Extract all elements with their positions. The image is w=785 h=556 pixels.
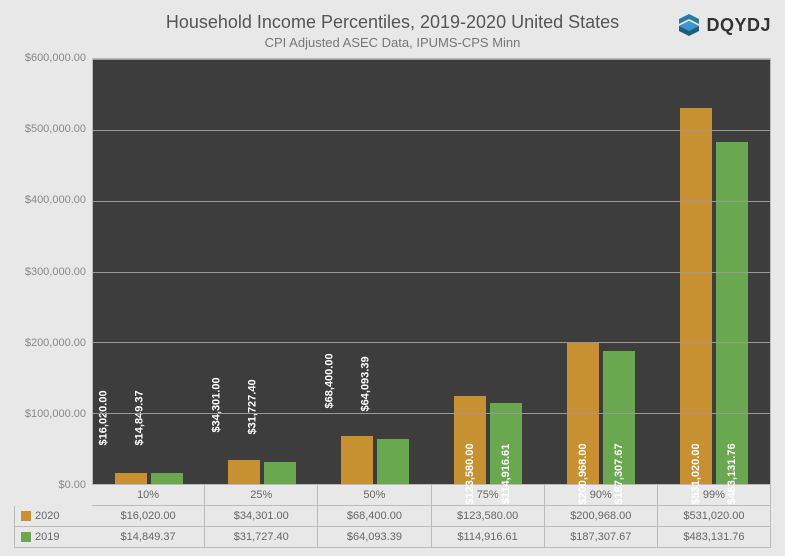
chart-header: Household Income Percentiles, 2019-2020 … <box>14 12 771 50</box>
legend-head: 2019 <box>14 527 92 548</box>
legend-value-cell: $14,849.37 <box>92 527 205 548</box>
bar: $531,020.00 <box>680 108 712 484</box>
y-tick-label: $300,000.00 <box>25 266 86 278</box>
legend-value-cell: $68,400.00 <box>318 506 431 527</box>
bar: $16,020.00 <box>115 473 147 484</box>
legend-value-cell: $187,307.67 <box>545 527 658 548</box>
legend-value-cell: $34,301.00 <box>205 506 318 527</box>
legend-swatch <box>21 532 31 542</box>
legend-value-cell: $531,020.00 <box>658 506 771 527</box>
chart-container: Household Income Percentiles, 2019-2020 … <box>0 0 785 556</box>
legend-swatch <box>21 511 31 521</box>
legend-row-2019: 2019 $14,849.37$31,727.40$64,093.39$114,9… <box>14 527 771 548</box>
bar: $68,400.00 <box>341 436 373 484</box>
legend-value-cell: $64,093.39 <box>318 527 431 548</box>
x-category-label: 10% <box>92 485 205 506</box>
y-tick-label: $200,000.00 <box>25 337 86 349</box>
legend-series-name: 2019 <box>35 531 59 543</box>
bar-value-label: $531,020.00 <box>690 443 702 504</box>
legend-head: 2020 <box>14 506 92 527</box>
bar-value-label: $31,727.40 <box>247 379 259 434</box>
y-tick-label: $0.00 <box>58 479 86 491</box>
x-category-label: 75% <box>432 485 545 506</box>
bar-value-label: $123,580.00 <box>464 443 476 504</box>
bar: $34,301.00 <box>228 460 260 484</box>
chart-title: Household Income Percentiles, 2019-2020 … <box>14 12 771 33</box>
gridline <box>93 413 770 414</box>
x-category-label: 50% <box>318 485 431 506</box>
bar: $483,131.76 <box>716 142 748 484</box>
chart-subtitle: CPI Adjusted ASEC Data, IPUMS-CPS Minn <box>14 35 771 50</box>
bar-value-label: $483,131.76 <box>726 443 738 504</box>
plot-area: $16,020.00$14,849.37$34,301.00$31,727.40… <box>92 58 771 485</box>
bar-value-label: $64,093.39 <box>360 356 372 411</box>
bar-value-label: $16,020.00 <box>98 390 110 445</box>
legend-value-cell: $483,131.76 <box>658 527 771 548</box>
legend-value-cell: $114,916.61 <box>432 527 545 548</box>
legend-row-2020: 2020 $16,020.00$34,301.00$68,400.00$123,5… <box>14 506 771 527</box>
y-tick-label: $500,000.00 <box>25 123 86 135</box>
legend-value-cell: $123,580.00 <box>432 506 545 527</box>
bar-value-label: $68,400.00 <box>324 353 336 408</box>
legend-series-name: 2020 <box>35 510 59 522</box>
bar: $14,849.37 <box>151 473 183 484</box>
y-tick-label: $600,000.00 <box>25 52 86 64</box>
gridline <box>93 201 770 202</box>
bar: $64,093.39 <box>377 439 409 484</box>
bar: $187,307.67 <box>603 351 635 484</box>
x-category-label: 25% <box>205 485 318 506</box>
gridline <box>93 342 770 343</box>
bar-value-label: $200,968.00 <box>577 443 589 504</box>
gridline <box>93 59 770 60</box>
x-axis-categories: 10%25%50%75%90%99% <box>92 485 771 506</box>
gridline <box>93 272 770 273</box>
bar-value-label: $114,916.61 <box>500 444 512 505</box>
y-axis: $0.00$100,000.00$200,000.00$300,000.00$4… <box>14 58 92 485</box>
bar: $31,727.40 <box>264 462 296 484</box>
bar: $123,580.00 <box>454 396 486 484</box>
logo-icon <box>676 12 702 38</box>
brand-logo: DQYDJ <box>676 12 771 38</box>
legend-value-cell: $200,968.00 <box>545 506 658 527</box>
bar-value-label: $187,307.67 <box>613 443 625 504</box>
plot-row: $0.00$100,000.00$200,000.00$300,000.00$4… <box>14 58 771 485</box>
gridline <box>93 130 770 131</box>
logo-text: DQYDJ <box>706 15 771 36</box>
bar-value-label: $14,849.37 <box>134 391 146 446</box>
x-category-label: 90% <box>545 485 658 506</box>
x-category-label: 99% <box>658 485 771 506</box>
y-tick-label: $100,000.00 <box>25 408 86 420</box>
bar: $114,916.61 <box>490 403 522 484</box>
bar-value-label: $34,301.00 <box>211 377 223 432</box>
y-tick-label: $400,000.00 <box>25 194 86 206</box>
legend-value-cell: $31,727.40 <box>205 527 318 548</box>
legend-value-cell: $16,020.00 <box>92 506 205 527</box>
